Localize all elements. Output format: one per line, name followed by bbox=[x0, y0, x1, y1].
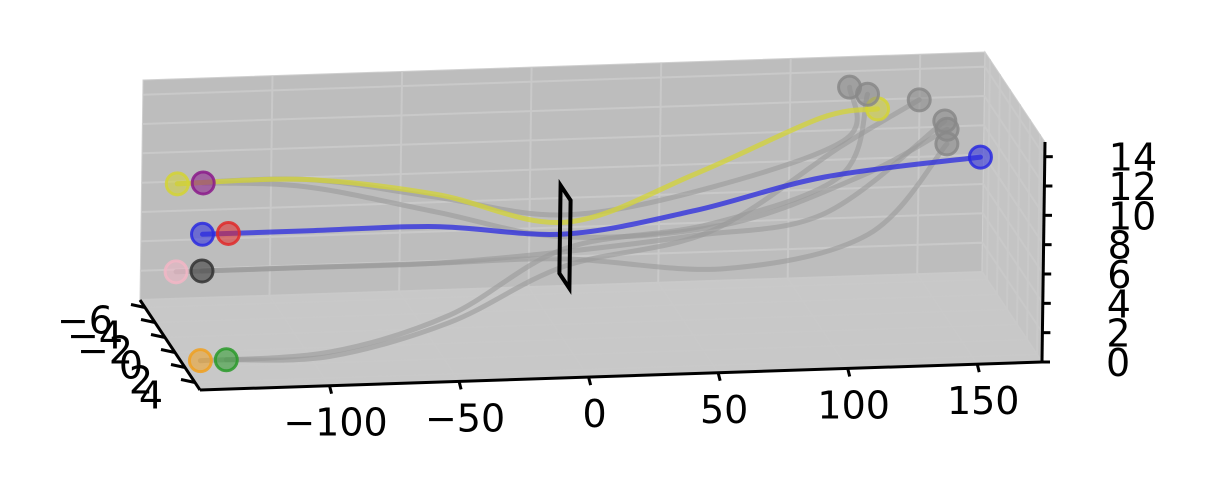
z-tick-label: 14 bbox=[1109, 136, 1157, 180]
series-line bbox=[200, 126, 950, 240]
grid-line-y bbox=[184, 119, 1031, 369]
y-tick-mark bbox=[160, 348, 176, 354]
start-marker bbox=[190, 221, 216, 247]
grid-line-y bbox=[174, 104, 1021, 354]
y-tick-mark bbox=[180, 378, 196, 384]
end-marker bbox=[906, 87, 932, 113]
x-tick-label: 100 bbox=[817, 383, 890, 427]
grid-line-z bbox=[142, 94, 1046, 187]
grid-lines bbox=[139, 54, 1046, 387]
grid-line-y bbox=[154, 74, 1001, 324]
z-tick-label: 6 bbox=[1107, 253, 1131, 297]
y-tick-label: 2 bbox=[129, 359, 153, 403]
z-tick-label: 12 bbox=[1108, 165, 1156, 209]
axis-lines bbox=[130, 141, 1053, 395]
start-marker bbox=[189, 258, 215, 284]
grid-line-z bbox=[140, 212, 1044, 304]
gate-layer bbox=[557, 178, 573, 295]
end-marker bbox=[967, 144, 993, 170]
x-tick-label: −100 bbox=[283, 401, 387, 445]
y-tick-label: 0 bbox=[119, 344, 143, 388]
y-tick-label: −2 bbox=[77, 329, 133, 373]
marker-layer bbox=[163, 74, 993, 374]
x-tick-mark bbox=[975, 363, 981, 373]
z-tick-label: 0 bbox=[1106, 341, 1130, 385]
grid-line-y bbox=[194, 134, 1041, 384]
y-tick-mark bbox=[140, 318, 156, 324]
x-tick-label: 50 bbox=[700, 388, 748, 432]
y-tick-mark bbox=[170, 363, 186, 369]
z-tick-label: 4 bbox=[1107, 282, 1131, 326]
grid-line-y bbox=[164, 89, 1011, 339]
grid-line-z bbox=[141, 182, 1045, 275]
x-tick-mark bbox=[457, 381, 463, 390]
grid-line-z bbox=[142, 65, 1046, 158]
y-tick-mark bbox=[130, 303, 146, 309]
series-line bbox=[197, 91, 870, 364]
end-marker bbox=[932, 108, 958, 134]
end-marker bbox=[837, 74, 863, 100]
series-line bbox=[223, 97, 922, 363]
series-layer bbox=[173, 84, 983, 364]
y-tick-label: −6 bbox=[57, 299, 113, 343]
z-tick-label: 2 bbox=[1106, 312, 1130, 356]
start-marker bbox=[190, 170, 216, 196]
z-tick-label: 10 bbox=[1108, 194, 1156, 238]
start-marker bbox=[164, 171, 190, 197]
y-tick-label: 4 bbox=[139, 374, 163, 418]
x-tick-mark bbox=[328, 385, 333, 395]
y-tick-mark bbox=[150, 333, 166, 339]
x-tick-label: −50 bbox=[425, 396, 505, 440]
x-tick-mark bbox=[716, 372, 722, 382]
end-marker bbox=[934, 131, 960, 157]
series-line-highlight bbox=[200, 154, 983, 237]
gate-frame bbox=[557, 178, 573, 295]
x-axis-line bbox=[199, 360, 1043, 392]
x-tick-mark bbox=[587, 376, 593, 386]
x-tick-mark bbox=[846, 368, 852, 377]
series-line-highlight bbox=[174, 106, 881, 225]
z-tick-label: 8 bbox=[1108, 224, 1132, 268]
start-marker bbox=[187, 348, 213, 374]
start-marker bbox=[215, 220, 241, 246]
x-tick-label: 0 bbox=[583, 392, 607, 436]
start-marker bbox=[213, 347, 239, 373]
grid-line-z bbox=[141, 124, 1045, 216]
start-marker bbox=[163, 259, 189, 285]
grid-line-y bbox=[144, 59, 991, 309]
x-tick-label: 150 bbox=[947, 379, 1020, 423]
grid-line-z bbox=[139, 270, 1043, 363]
y-axis-line bbox=[138, 299, 202, 391]
z-axis-line bbox=[1040, 141, 1047, 363]
y-tick-label: −4 bbox=[67, 314, 123, 358]
